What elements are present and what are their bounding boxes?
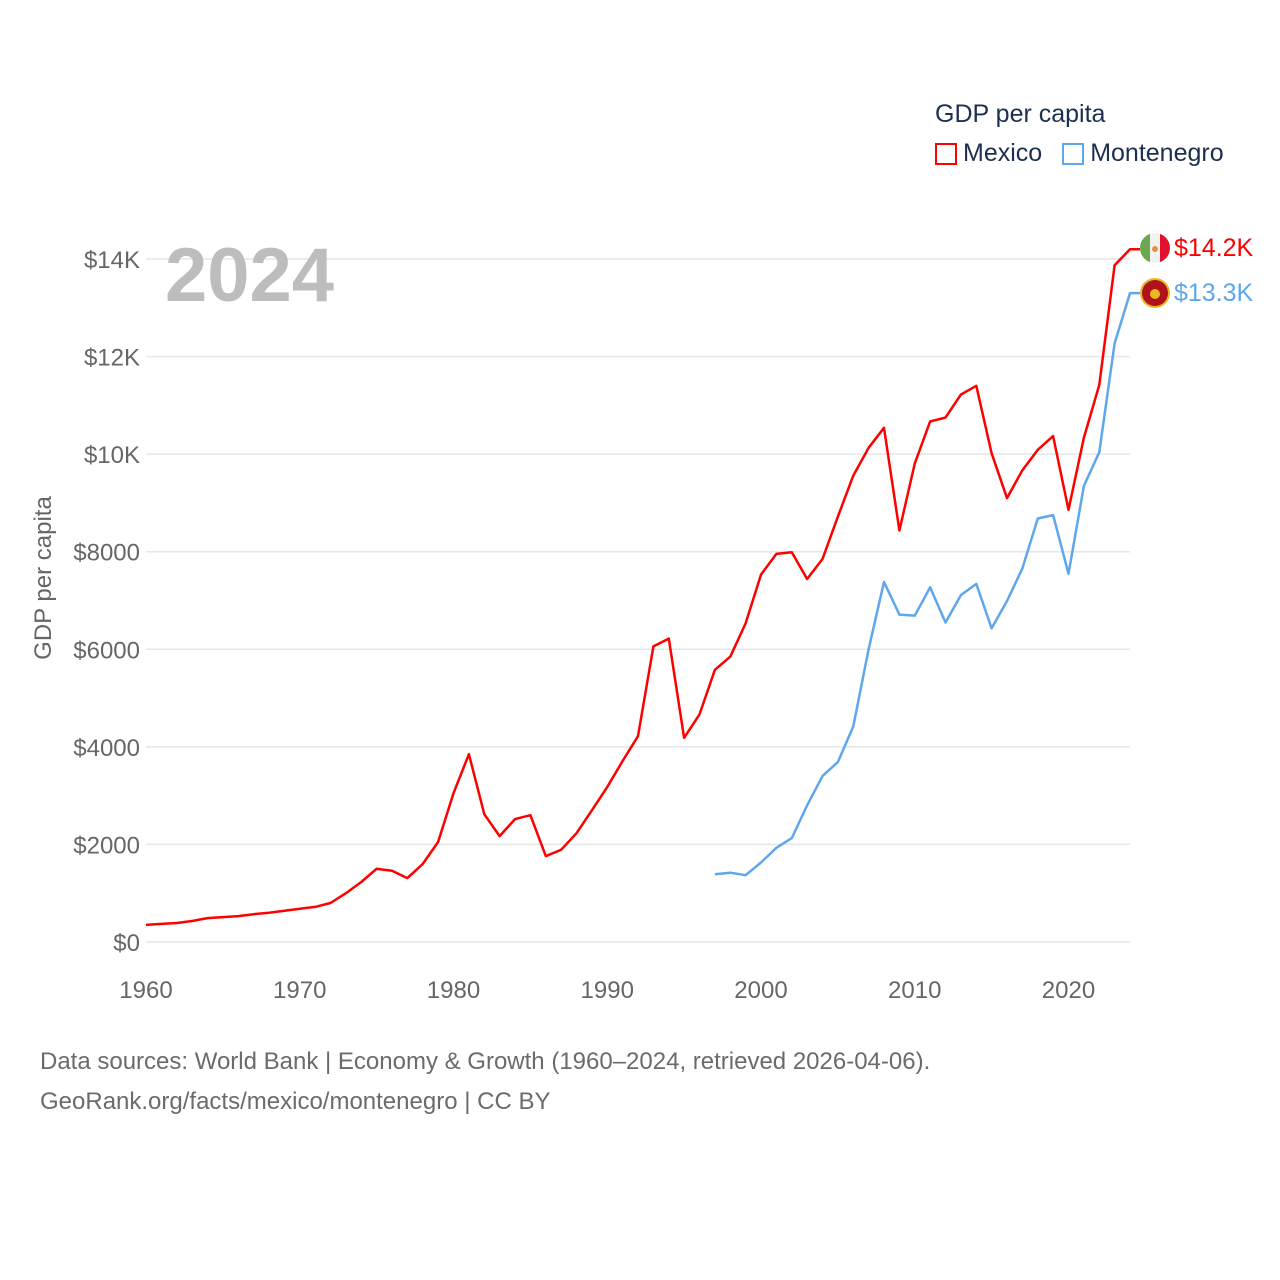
data-sources: Data sources: World Bank | Economy & Gro… — [40, 1048, 931, 1075]
x-tick-label: 2020 — [1042, 977, 1095, 1004]
mexico-flag-icon — [1140, 233, 1170, 263]
mexico-swatch — [935, 142, 957, 165]
y-axis-ticks: $0 $2000 $4000 $6000 $8000 $10K $12K $14K — [73, 247, 140, 957]
y-tick-label: $0 — [113, 930, 140, 957]
montenegro-line — [714, 291, 1140, 877]
montenegro-swatch — [1062, 142, 1085, 165]
gridlines — [146, 258, 1130, 943]
y-tick-label: $12K — [84, 345, 140, 372]
legend: GDP per capita Mexico Montenegro — [935, 100, 1224, 168]
legend-label: Montenegro — [1090, 139, 1224, 167]
y-tick-label: $14K — [84, 247, 140, 274]
x-tick-label: 2010 — [888, 977, 941, 1004]
y-tick-label: $8000 — [73, 540, 140, 567]
montenegro-flag-icon — [1140, 278, 1170, 308]
attribution-link[interactable]: GeoRank.org/facts/mexico/montenegro | CC… — [40, 1088, 551, 1115]
series-lines — [145, 247, 1140, 927]
x-tick-label: 1990 — [581, 977, 634, 1004]
x-tick-label: 1980 — [427, 977, 480, 1004]
year-overlay: 2024 — [165, 233, 334, 318]
mexico-end-label: $14.2K — [1174, 234, 1254, 262]
legend-title: GDP per capita — [935, 100, 1106, 128]
x-axis-ticks: 1960 1970 1980 1990 2000 2010 2020 — [119, 977, 1095, 1004]
x-tick-label: 2000 — [734, 977, 787, 1004]
legend-label: Mexico — [963, 139, 1043, 167]
x-tick-label: 1960 — [119, 977, 172, 1004]
x-tick-label: 1970 — [273, 977, 326, 1004]
montenegro-end-label: $13.3K — [1174, 279, 1254, 307]
footer: Data sources: World Bank | Economy & Gro… — [40, 1042, 930, 1122]
mexico-line — [145, 247, 1140, 927]
y-axis-label: GDP per capita — [30, 496, 57, 660]
legend-item-mexico[interactable]: Mexico — [935, 139, 1042, 168]
y-tick-label: $10K — [84, 442, 140, 469]
legend-item-montenegro[interactable]: Montenegro — [1062, 139, 1224, 168]
y-tick-label: $2000 — [73, 832, 140, 859]
y-tick-label: $6000 — [73, 637, 140, 664]
y-tick-label: $4000 — [73, 735, 140, 762]
